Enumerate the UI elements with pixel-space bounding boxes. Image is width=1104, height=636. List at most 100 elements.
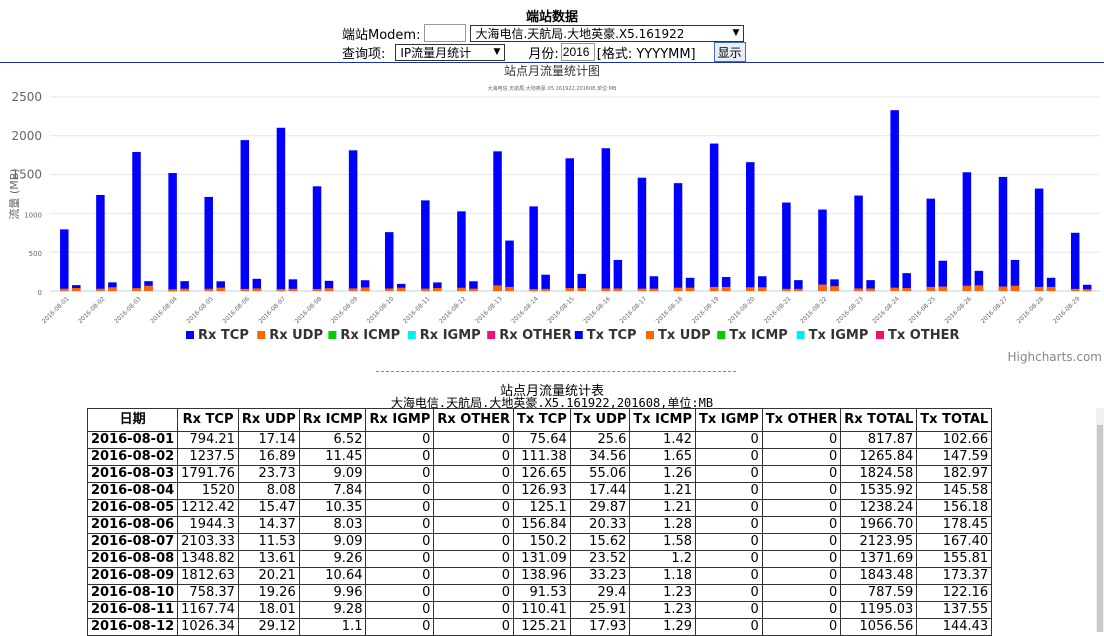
value-cell: 13.61	[237, 550, 300, 568]
bar-rx-udp	[384, 288, 394, 291]
value-cell: 1238.24	[840, 499, 918, 517]
value-cell: 156.84	[513, 516, 571, 534]
bar-tx-tcp	[866, 280, 875, 291]
format-hint: [格式: YYYYMM]	[596, 46, 696, 62]
value-cell: 1.29	[629, 618, 697, 636]
bar-rx-udp	[637, 288, 647, 291]
bar-rx-udp	[493, 285, 502, 291]
value-cell: 1.23	[629, 601, 697, 619]
month-input[interactable]	[560, 43, 595, 61]
value-cell: 0	[695, 482, 763, 500]
modem-input[interactable]	[424, 24, 467, 42]
bar-tx-tcp	[938, 260, 948, 291]
query-select-value: IP流量月统计	[400, 45, 472, 60]
bar-rx-tcp	[962, 172, 972, 291]
date-cell: 2016-08-12	[86, 618, 179, 636]
column-header: Tx TOTAL	[916, 408, 993, 432]
bar-rx-tcp	[529, 206, 538, 291]
legend-swatch	[717, 331, 726, 339]
column-header: Rx TCP	[177, 408, 239, 432]
legend-item: Rx UDP	[269, 328, 323, 343]
bar-tx-tcp	[1010, 259, 1020, 291]
bar-rx-udp	[1070, 288, 1080, 291]
table-row: 2016-08-09 1812.63 20.21 10.64 0 0 138.96 33.23…	[86, 567, 993, 585]
show-button[interactable]: 显示	[713, 42, 746, 62]
value-cell: 1966.70	[840, 516, 918, 534]
chart-credits: Highcharts.com	[1008, 350, 1102, 364]
value-cell: 1167.74	[177, 601, 239, 619]
x-tick-label: 2016-08-11	[402, 295, 432, 325]
modem-label: 端站Modem:	[342, 27, 421, 43]
bar-rx-tcp	[890, 110, 899, 291]
header-divider	[0, 62, 1104, 63]
value-cell: 167.40	[916, 533, 993, 551]
value-cell: 0	[365, 516, 435, 534]
month-label: 月份:	[528, 46, 559, 62]
value-cell: 155.81	[916, 550, 993, 568]
value-cell: 1.58	[629, 533, 697, 551]
bar-rx-tcp	[854, 195, 863, 291]
value-cell: 0	[433, 465, 515, 483]
value-cell: 0	[761, 448, 842, 466]
value-cell: 55.06	[569, 465, 631, 483]
bar-tx-tcp	[1046, 277, 1056, 291]
y-tick-label: 1500	[11, 168, 42, 182]
traffic-chart: 站点月流量统计图 大海电信.天航局.大地英豪.X5.161922,201608,单…	[0, 63, 1104, 368]
date-cell: 2016-08-11	[86, 601, 179, 619]
bar-tx-tcp	[830, 279, 839, 291]
value-cell: 0	[365, 499, 435, 517]
column-header: Tx IGMP	[695, 408, 763, 432]
value-cell: 2123.95	[840, 533, 918, 551]
column-header: Tx UDP	[569, 408, 631, 432]
dropdown-arrow-icon: ▼	[732, 28, 740, 38]
bar-rx-udp	[854, 288, 863, 291]
value-cell: 1.18	[629, 567, 697, 585]
page-title: 端站数据	[525, 10, 578, 25]
value-cell: 10.35	[298, 499, 367, 517]
bar-tx-tcp	[794, 280, 803, 291]
scrollbar-thumb[interactable]	[1097, 425, 1103, 632]
legend-item: Tx ICMP	[729, 328, 788, 343]
x-tick-label: 2016-08-09	[330, 295, 360, 325]
bar-tx-udp	[505, 286, 514, 291]
bar-rx-tcp	[709, 143, 719, 291]
value-cell: 1.65	[629, 448, 697, 466]
value-cell: 0	[695, 516, 763, 534]
date-cell: 2016-08-02	[86, 448, 179, 466]
bar-tx-tcp	[649, 276, 659, 291]
column-header: Tx OTHER	[761, 408, 842, 432]
value-cell: 1.1	[298, 618, 367, 636]
bar-tx-udp	[1010, 285, 1020, 291]
date-cell: 2016-08-04	[86, 482, 179, 500]
value-cell: 16.89	[237, 448, 300, 466]
value-cell: 0	[695, 533, 763, 551]
legend-swatch	[876, 331, 884, 339]
chart-svg: 站点月流量统计图大海电信.天航局.大地英豪.X5.161922,201608,单…	[7, 64, 1102, 364]
value-cell: 17.93	[569, 618, 631, 636]
date-cell: 2016-08-03	[86, 465, 179, 483]
bar-tx-udp	[216, 287, 225, 291]
value-cell: 0	[761, 431, 842, 449]
legend-item: Rx OTHER	[499, 328, 572, 343]
station-select[interactable]: 大海电信.天航局.大地英豪.X5.161922 ▼	[470, 24, 745, 42]
section-divider	[376, 371, 736, 372]
value-cell: 1824.58	[840, 465, 918, 483]
query-select[interactable]: IP流量月统计 ▼	[395, 43, 506, 61]
bar-rx-tcp	[132, 151, 141, 291]
value-cell: 0	[365, 567, 435, 585]
value-cell: 1520	[177, 482, 239, 500]
value-cell: 1212.42	[177, 499, 239, 517]
value-cell: 20.21	[237, 567, 300, 585]
legend-item: Tx OTHER	[888, 328, 959, 343]
value-cell: 0	[365, 465, 435, 483]
value-cell: 18.01	[237, 601, 300, 619]
bar-tx-udp	[721, 286, 731, 291]
x-tick-label: 2016-08-14	[510, 295, 540, 325]
value-cell: 138.96	[513, 567, 571, 585]
value-cell: 9.09	[298, 533, 367, 551]
x-tick-label: 2016-08-02	[77, 295, 107, 325]
bar-rx-udp	[276, 289, 286, 292]
x-tick-label: 2016-08-17	[619, 295, 649, 325]
x-tick-label: 2016-08-19	[691, 295, 721, 325]
value-cell: 0	[433, 584, 515, 602]
